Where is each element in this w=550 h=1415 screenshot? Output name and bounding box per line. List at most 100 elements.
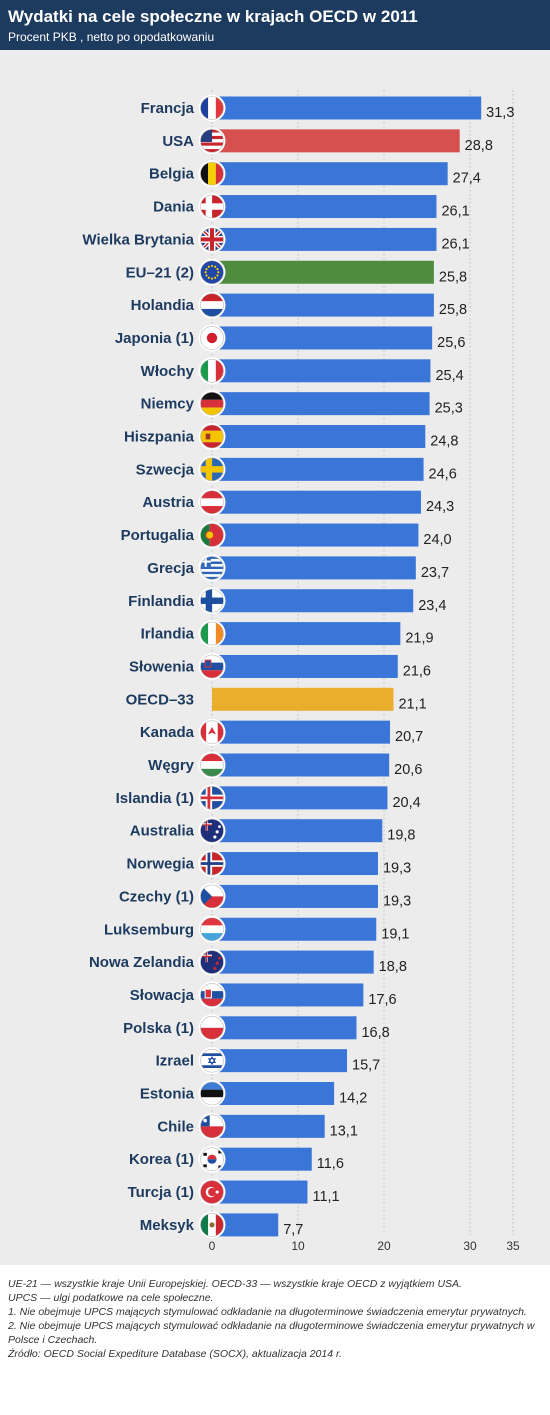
footnote-line: 2. Nie obejmuje UPCS mających stymulować… — [8, 1320, 535, 1346]
value-label: 18,8 — [379, 959, 407, 975]
israel-flag-icon — [198, 1047, 226, 1075]
value-label: 19,3 — [383, 893, 411, 909]
new-zealand-flag-icon — [198, 948, 226, 976]
category-label: Czechy (1) — [119, 888, 194, 905]
category-label: Luksemburg — [104, 921, 194, 938]
category-label: Belgia — [149, 166, 195, 183]
bar — [212, 359, 431, 383]
category-label: Nowa Zelandia — [89, 954, 195, 971]
bar — [212, 490, 421, 514]
bar — [212, 260, 434, 284]
bar — [212, 1114, 325, 1138]
footnote-line: Źródło: OECD Social Expediture Database … — [8, 1348, 343, 1360]
spain-flag-icon — [198, 423, 226, 450]
mexico-flag-icon — [198, 1211, 226, 1239]
hungary-flag-icon — [198, 751, 226, 779]
bar — [212, 622, 401, 646]
bar — [212, 556, 416, 580]
category-label: Chile — [157, 1118, 194, 1135]
category-label: Węgry — [148, 757, 195, 774]
czechia-flag-icon — [198, 882, 226, 910]
bar — [212, 884, 378, 908]
turkey-flag-icon — [198, 1178, 226, 1206]
category-label: Hiszpania — [124, 429, 195, 446]
france-flag-icon — [198, 94, 226, 122]
value-label: 19,1 — [381, 926, 409, 942]
value-label: 11,6 — [317, 1156, 344, 1172]
value-label: 28,8 — [465, 138, 493, 154]
bar — [212, 457, 424, 481]
bar — [212, 326, 433, 350]
belgium-flag-icon — [198, 160, 226, 188]
bar — [212, 96, 482, 120]
category-label: Portugalia — [121, 527, 195, 544]
value-label: 11,1 — [312, 1189, 339, 1205]
portugal-flag-icon — [198, 521, 226, 549]
category-label: Szwecja — [136, 461, 195, 478]
x-tick-label: 20 — [377, 1239, 391, 1253]
italy-flag-icon — [198, 357, 226, 385]
bar — [212, 1016, 357, 1040]
bar — [212, 917, 377, 941]
austria-flag-icon — [198, 488, 226, 516]
category-label: USA — [162, 133, 194, 150]
value-label: 17,6 — [368, 992, 396, 1008]
bar — [212, 1213, 279, 1237]
category-label: Izrael — [156, 1053, 194, 1070]
category-label: Turcja (1) — [128, 1184, 194, 1201]
slovenia-flag-icon — [198, 652, 226, 680]
value-label: 19,3 — [383, 861, 411, 877]
category-label: Austria — [142, 494, 194, 511]
value-label: 25,8 — [439, 269, 467, 285]
iceland-flag-icon — [198, 784, 226, 812]
x-tick-label: 35 — [506, 1239, 520, 1253]
value-label: 24,3 — [426, 499, 454, 515]
canada-flag-icon — [198, 718, 226, 746]
category-label: Meksyk — [140, 1217, 195, 1234]
value-label: 25,6 — [437, 335, 465, 351]
bar — [212, 162, 448, 186]
value-label: 20,4 — [392, 795, 420, 811]
value-label: 27,4 — [453, 171, 481, 187]
bar — [212, 1180, 308, 1204]
category-label: Włochy — [141, 363, 195, 380]
x-tick-label: 30 — [463, 1239, 477, 1253]
bar — [212, 819, 383, 843]
eu-flag-icon — [198, 258, 226, 286]
japan-flag-icon — [198, 324, 226, 352]
value-label: 24,6 — [429, 466, 457, 482]
category-label: Japonia (1) — [115, 330, 194, 347]
germany-flag-icon — [198, 390, 226, 418]
bar — [212, 425, 426, 448]
value-label: 16,8 — [361, 1025, 389, 1041]
value-label: 20,6 — [394, 762, 422, 778]
estonia-flag-icon — [198, 1080, 226, 1107]
bar — [212, 720, 391, 744]
bar — [212, 129, 460, 153]
category-label: Holandia — [131, 297, 195, 314]
bar — [212, 950, 374, 974]
value-label: 25,3 — [435, 401, 463, 417]
value-label: 7,7 — [283, 1222, 303, 1238]
category-label: Korea (1) — [129, 1151, 194, 1168]
luxembourg-flag-icon — [198, 915, 226, 943]
chart-subtitle: Procent PKB , netto po opodatkowaniu — [8, 30, 215, 44]
denmark-flag-icon — [198, 193, 226, 221]
australia-flag-icon — [198, 817, 226, 845]
korea-flag-icon — [198, 1145, 226, 1173]
slovakia-flag-icon — [198, 981, 226, 1009]
bar — [212, 227, 437, 251]
poland-flag-icon — [198, 1014, 226, 1042]
value-label: 15,7 — [352, 1058, 380, 1074]
category-label: Grecja — [147, 560, 194, 577]
value-label: 31,3 — [486, 105, 514, 121]
value-label: 24,8 — [430, 434, 458, 450]
bar — [212, 1049, 348, 1073]
bar — [212, 589, 414, 613]
value-label: 21,6 — [403, 663, 431, 679]
footnote-line: UE-21 — wszystkie kraje Unii Europejskie… — [8, 1278, 462, 1290]
bar — [212, 852, 378, 876]
category-label: Polska (1) — [123, 1020, 194, 1037]
value-label: 21,9 — [405, 631, 433, 647]
bar-chart: 0 10 20 30 35 Francja 31,3 USA 28,8 Belgia 27,4 Dan… — [82, 90, 520, 1253]
